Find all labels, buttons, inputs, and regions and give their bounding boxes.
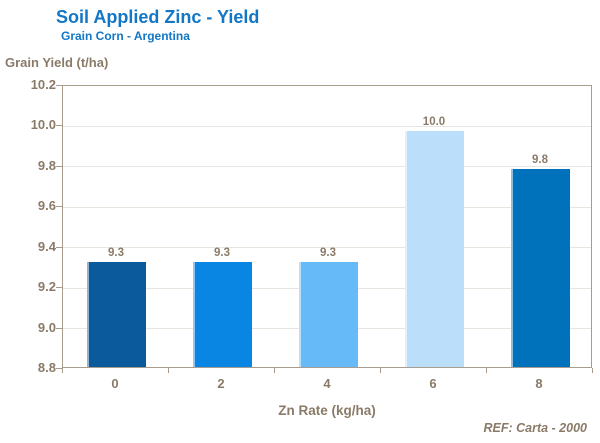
chart-subtitle: Grain Corn - Argentina: [61, 29, 190, 43]
y-tick-mark: [56, 327, 62, 329]
chart-title: Soil Applied Zinc - Yield: [56, 7, 260, 27]
y-tick-mark: [56, 85, 62, 86]
plot-area: 9.3 9.3 9.3 10.0 9.8: [62, 85, 592, 368]
y-tick-label: 9.2: [37, 279, 56, 295]
gridline: [63, 206, 591, 208]
x-tick-label: 2: [217, 376, 225, 391]
bar: [86, 261, 146, 367]
x-tick-label: 0: [111, 376, 119, 391]
y-tick-mark: [56, 165, 62, 167]
x-tick-mark: [168, 368, 169, 373]
x-tick-label: 6: [429, 376, 437, 391]
y-tick-label: 10.2: [30, 77, 56, 92]
gridline: [63, 125, 591, 127]
x-tick-label: 8: [535, 376, 543, 391]
gridline: [63, 247, 591, 249]
y-tick-label: 9.4: [37, 238, 56, 254]
y-tick-mark: [56, 125, 62, 127]
x-tick-mark: [592, 368, 593, 373]
y-tick-mark: [56, 287, 62, 289]
reference-note: REF: Carta - 2000: [483, 421, 587, 435]
bar: [192, 261, 252, 367]
bar: [404, 130, 464, 367]
y-tick-label: 9.6: [37, 198, 56, 214]
x-tick-mark: [62, 368, 63, 373]
x-tick-mark: [486, 368, 487, 373]
bar-value-label: 9.3: [214, 246, 230, 259]
y-axis-title: Grain Yield (t/ha): [5, 55, 109, 70]
y-tick-mark: [56, 368, 62, 369]
y-tick-label: 9.0: [37, 319, 56, 335]
x-tick-label: 4: [323, 376, 331, 391]
bar-value-label: 9.8: [532, 153, 548, 166]
bar: [510, 168, 570, 367]
y-tick-mark: [56, 206, 62, 208]
y-tick-label: 8.8: [37, 360, 56, 375]
bar-value-label: 9.3: [320, 246, 336, 259]
y-tick-mark: [56, 246, 62, 248]
bar: [298, 261, 358, 367]
bar-value-label: 10.0: [422, 115, 446, 128]
gridline: [63, 166, 591, 168]
x-tick-mark: [274, 368, 275, 373]
y-tick-label: 10.0: [30, 117, 56, 133]
x-tick-mark: [380, 368, 381, 373]
bar-value-label: 9.3: [108, 246, 124, 259]
x-axis-title: Zn Rate (kg/ha): [278, 403, 376, 418]
y-tick-label: 9.8: [37, 157, 56, 173]
